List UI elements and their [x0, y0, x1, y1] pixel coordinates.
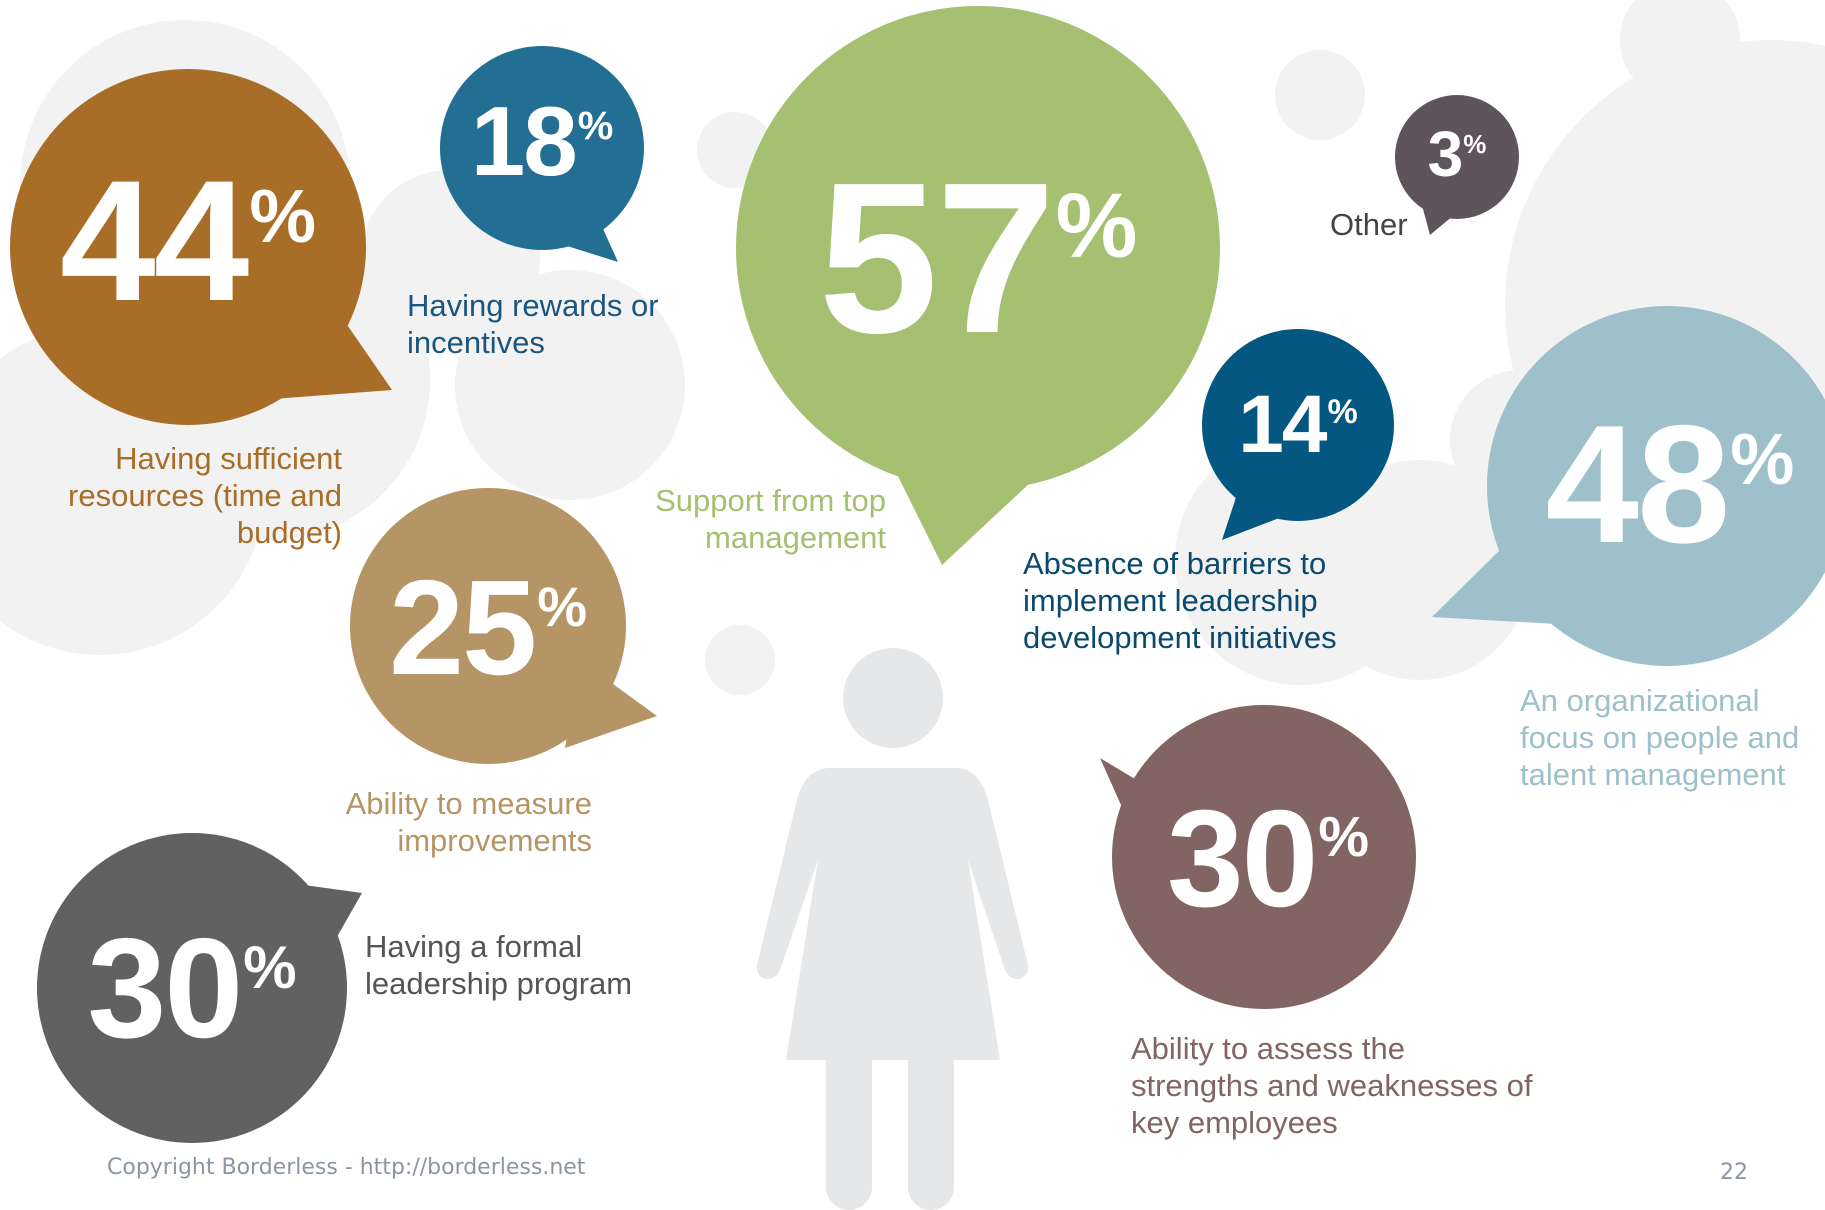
label-rewards: Having rewards or incentives	[407, 288, 659, 360]
speech-bubbles	[10, 6, 1825, 1143]
background-circle-13	[1310, 460, 1530, 680]
bubble-measure	[350, 488, 657, 764]
page-number: 22	[1720, 1160, 1748, 1185]
background-circle-15	[1620, 0, 1740, 100]
label-measure: Ability to measure improvements	[345, 786, 592, 858]
bubble-rewards	[440, 46, 644, 262]
figure-right-leg	[908, 1040, 954, 1210]
figure-head	[843, 648, 943, 748]
bubble-resources	[10, 69, 392, 425]
value-resources: 44%	[59, 145, 316, 337]
label-resources: Having sufficient resources (time and bu…	[68, 441, 342, 550]
value-other: 3%	[1427, 118, 1487, 190]
bubble-circle-rewards	[440, 46, 644, 250]
bubble-other	[1395, 95, 1519, 235]
label-other: Other	[1330, 207, 1408, 242]
value-measure: 25%	[389, 552, 587, 703]
label-formal-program: Having a formal leadership program	[365, 929, 633, 1001]
value-formal-program: 30%	[87, 909, 297, 1068]
figure-body	[756, 768, 1029, 1060]
label-top-management: Support from top management	[655, 483, 886, 555]
bubble-circle-other	[1395, 95, 1519, 219]
bubble-barriers	[1202, 329, 1394, 540]
value-rewards: 18%	[470, 86, 614, 196]
value-people-focus: 48%	[1545, 390, 1795, 578]
figure-left-leg	[826, 1040, 872, 1210]
bubble-formal-program	[37, 833, 362, 1143]
bubble-circle-formal-program	[37, 833, 347, 1143]
label-assess: Ability to assess the strengths and weak…	[1131, 1031, 1533, 1140]
bubble-circle-resources	[10, 69, 366, 425]
bubble-circle-top-management	[736, 6, 1220, 490]
bubble-assess	[1100, 705, 1416, 1009]
woman-figure-icon	[756, 648, 1029, 1210]
background-circle-3	[455, 270, 685, 500]
copyright-footer: Copyright Borderless - http://borderless…	[107, 1155, 586, 1180]
value-assess: 30%	[1166, 782, 1370, 936]
bubble-circle-barriers	[1202, 329, 1394, 521]
bubble-circle-assess	[1112, 705, 1416, 1009]
value-top-management: 57%	[818, 137, 1138, 378]
bubble-circle-measure	[350, 488, 626, 764]
bubble-people-focus	[1432, 306, 1825, 666]
label-people-focus: An organizational focus on people and ta…	[1520, 683, 1800, 792]
bubble-top-management	[736, 6, 1220, 565]
background-circle-8	[705, 625, 775, 695]
value-barriers: 14%	[1238, 379, 1358, 470]
label-barriers: Absence of barriers to implement leaders…	[1023, 546, 1337, 655]
background-circle-6	[1275, 50, 1365, 140]
bubble-circle-people-focus	[1487, 306, 1825, 666]
